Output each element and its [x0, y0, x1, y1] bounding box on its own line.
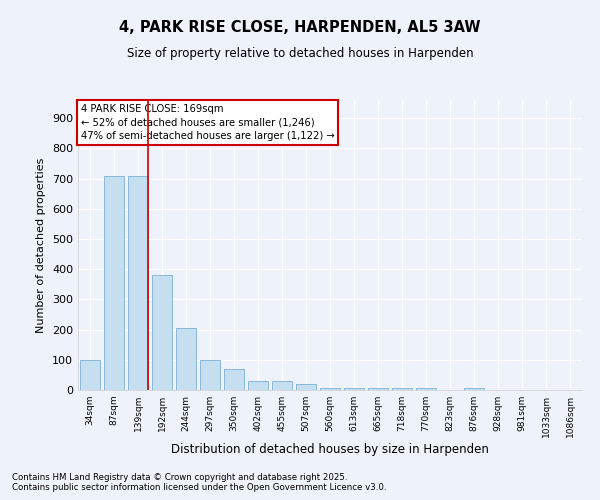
Bar [80, 360, 100, 390]
Text: 4, PARK RISE CLOSE, HARPENDEN, AL5 3AW: 4, PARK RISE CLOSE, HARPENDEN, AL5 3AW [119, 20, 481, 35]
Bar [416, 388, 436, 390]
Bar [272, 381, 292, 390]
Y-axis label: Number of detached properties: Number of detached properties [37, 158, 46, 332]
Bar [392, 388, 412, 390]
Bar [152, 275, 172, 390]
Text: Contains HM Land Registry data © Crown copyright and database right 2025.: Contains HM Land Registry data © Crown c… [12, 474, 347, 482]
Bar [104, 176, 124, 390]
Bar [200, 360, 220, 390]
Text: 4 PARK RISE CLOSE: 169sqm
← 52% of detached houses are smaller (1,246)
47% of se: 4 PARK RISE CLOSE: 169sqm ← 52% of detac… [80, 104, 334, 141]
Text: Contains public sector information licensed under the Open Government Licence v3: Contains public sector information licen… [12, 484, 386, 492]
Bar [368, 388, 388, 390]
Text: Size of property relative to detached houses in Harpenden: Size of property relative to detached ho… [127, 48, 473, 60]
Bar [464, 388, 484, 390]
Bar [176, 328, 196, 390]
X-axis label: Distribution of detached houses by size in Harpenden: Distribution of detached houses by size … [171, 442, 489, 456]
Bar [320, 388, 340, 390]
Bar [296, 384, 316, 390]
Bar [344, 388, 364, 390]
Bar [128, 176, 148, 390]
Bar [224, 369, 244, 390]
Bar [248, 381, 268, 390]
